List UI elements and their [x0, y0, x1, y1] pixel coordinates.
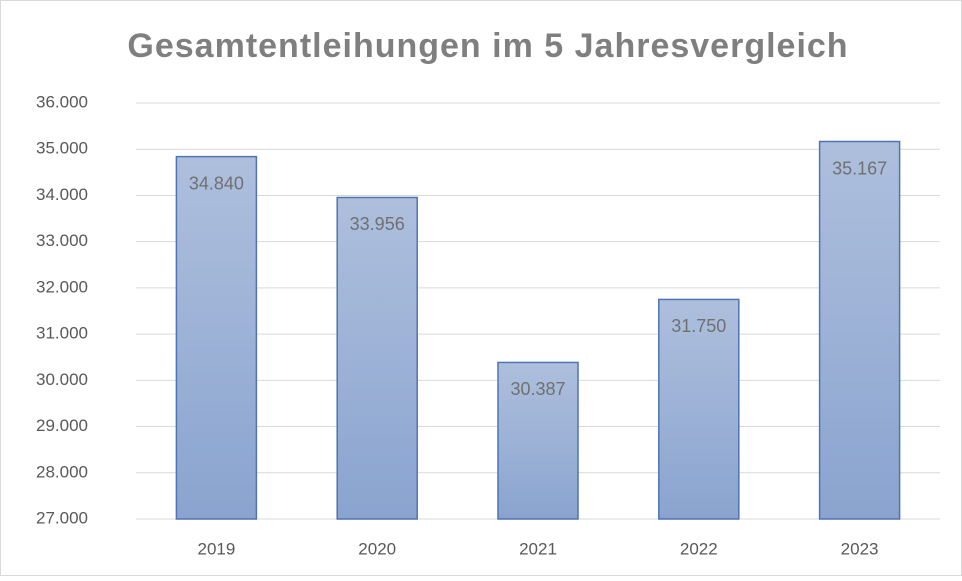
data-label: 35.167 [832, 158, 887, 178]
y-tick-label: 32.000 [36, 277, 88, 296]
y-tick-label: 30.000 [36, 370, 88, 389]
y-tick-label: 28.000 [36, 462, 88, 481]
x-tick-label: 2019 [197, 539, 235, 558]
data-label: 34.840 [189, 173, 244, 193]
y-tick-label: 34.000 [36, 185, 88, 204]
data-label: 30.387 [510, 379, 565, 399]
x-tick-label: 2022 [680, 539, 718, 558]
y-tick-label: 29.000 [36, 416, 88, 435]
bar [175, 155, 258, 520]
y-tick-label: 33.000 [36, 231, 88, 250]
x-tick-label: 2023 [841, 539, 879, 558]
y-tick-label: 27.000 [36, 508, 88, 527]
bar [497, 361, 579, 520]
bar [658, 298, 740, 520]
x-tick-label: 2020 [358, 539, 396, 558]
data-label: 31.750 [671, 316, 726, 336]
data-label: 33.956 [350, 214, 405, 234]
bar [336, 196, 418, 520]
bar [818, 140, 901, 520]
chart-title: Gesamtentleihungen im 5 Jahresvergleich [127, 27, 848, 65]
y-tick-label: 36.000 [36, 92, 88, 111]
y-tick-label: 35.000 [36, 139, 88, 158]
y-tick-label: 31.000 [36, 324, 88, 343]
x-tick-label: 2021 [519, 539, 557, 558]
